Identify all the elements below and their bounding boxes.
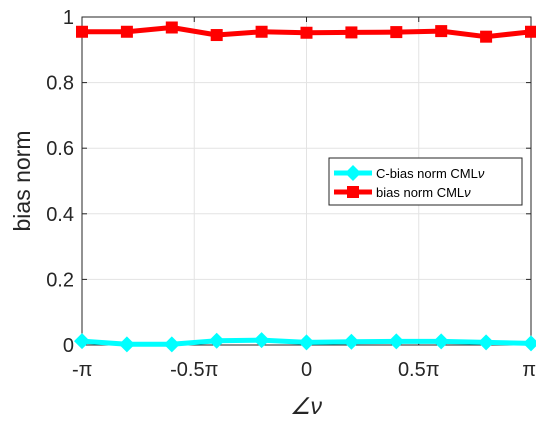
y-tick-label: 0.2 [46,269,74,291]
data-point [525,25,536,38]
data-point [390,26,403,39]
data-point [120,25,133,38]
y-axis-label: bias norm [9,131,35,232]
y-tick-label: 0.6 [46,138,74,160]
data-point [118,336,135,353]
x-axis-label: ∠ν [290,393,323,419]
legend-item: C-bias norm CMLν [334,165,485,181]
y-tick-label: 0.4 [46,204,74,226]
x-tick-label: 0.5π [398,359,440,381]
series-0 [74,332,536,353]
data-point [345,26,358,39]
legend-label-text: bias norm CML [376,185,464,200]
legend-box [328,157,523,206]
legend-label: bias norm CMLν [376,185,471,200]
x-tick-label: -0.5π [170,359,218,381]
data-point [208,332,225,349]
data-point [298,334,315,351]
legend-label-text: C-bias norm CML [376,166,478,181]
series-1 [76,21,536,43]
legend-label-subscript: ν [464,185,471,200]
data-point [165,21,178,34]
data-point [300,26,313,39]
data-point [76,25,88,38]
series-layer [74,21,536,353]
data-point [523,335,536,352]
x-tick-label: π [522,359,536,381]
data-point [210,29,223,42]
legend-item: bias norm CMLν [334,185,471,200]
data-point [343,333,360,350]
data-point [480,30,493,43]
legend-label-subscript: ν [478,166,485,181]
data-point [433,333,450,350]
legend-label: C-bias norm CMLν [376,166,485,181]
data-point [388,333,405,350]
y-tick-label: 0.8 [46,73,74,95]
legend-marker [347,186,359,198]
legend-marker [345,165,361,181]
y-tick-label: 0 [63,335,74,357]
x-axis: -π -0.5π 0 0.5π π [72,17,536,381]
data-point [435,25,448,38]
data-point [255,25,268,38]
y-tick-label: 1 [63,7,74,29]
data-point [478,334,495,351]
data-point [74,333,90,350]
data-point [163,336,180,353]
x-tick-label: 0 [301,359,312,381]
data-point [253,332,270,349]
x-tick-label: -π [72,359,92,381]
